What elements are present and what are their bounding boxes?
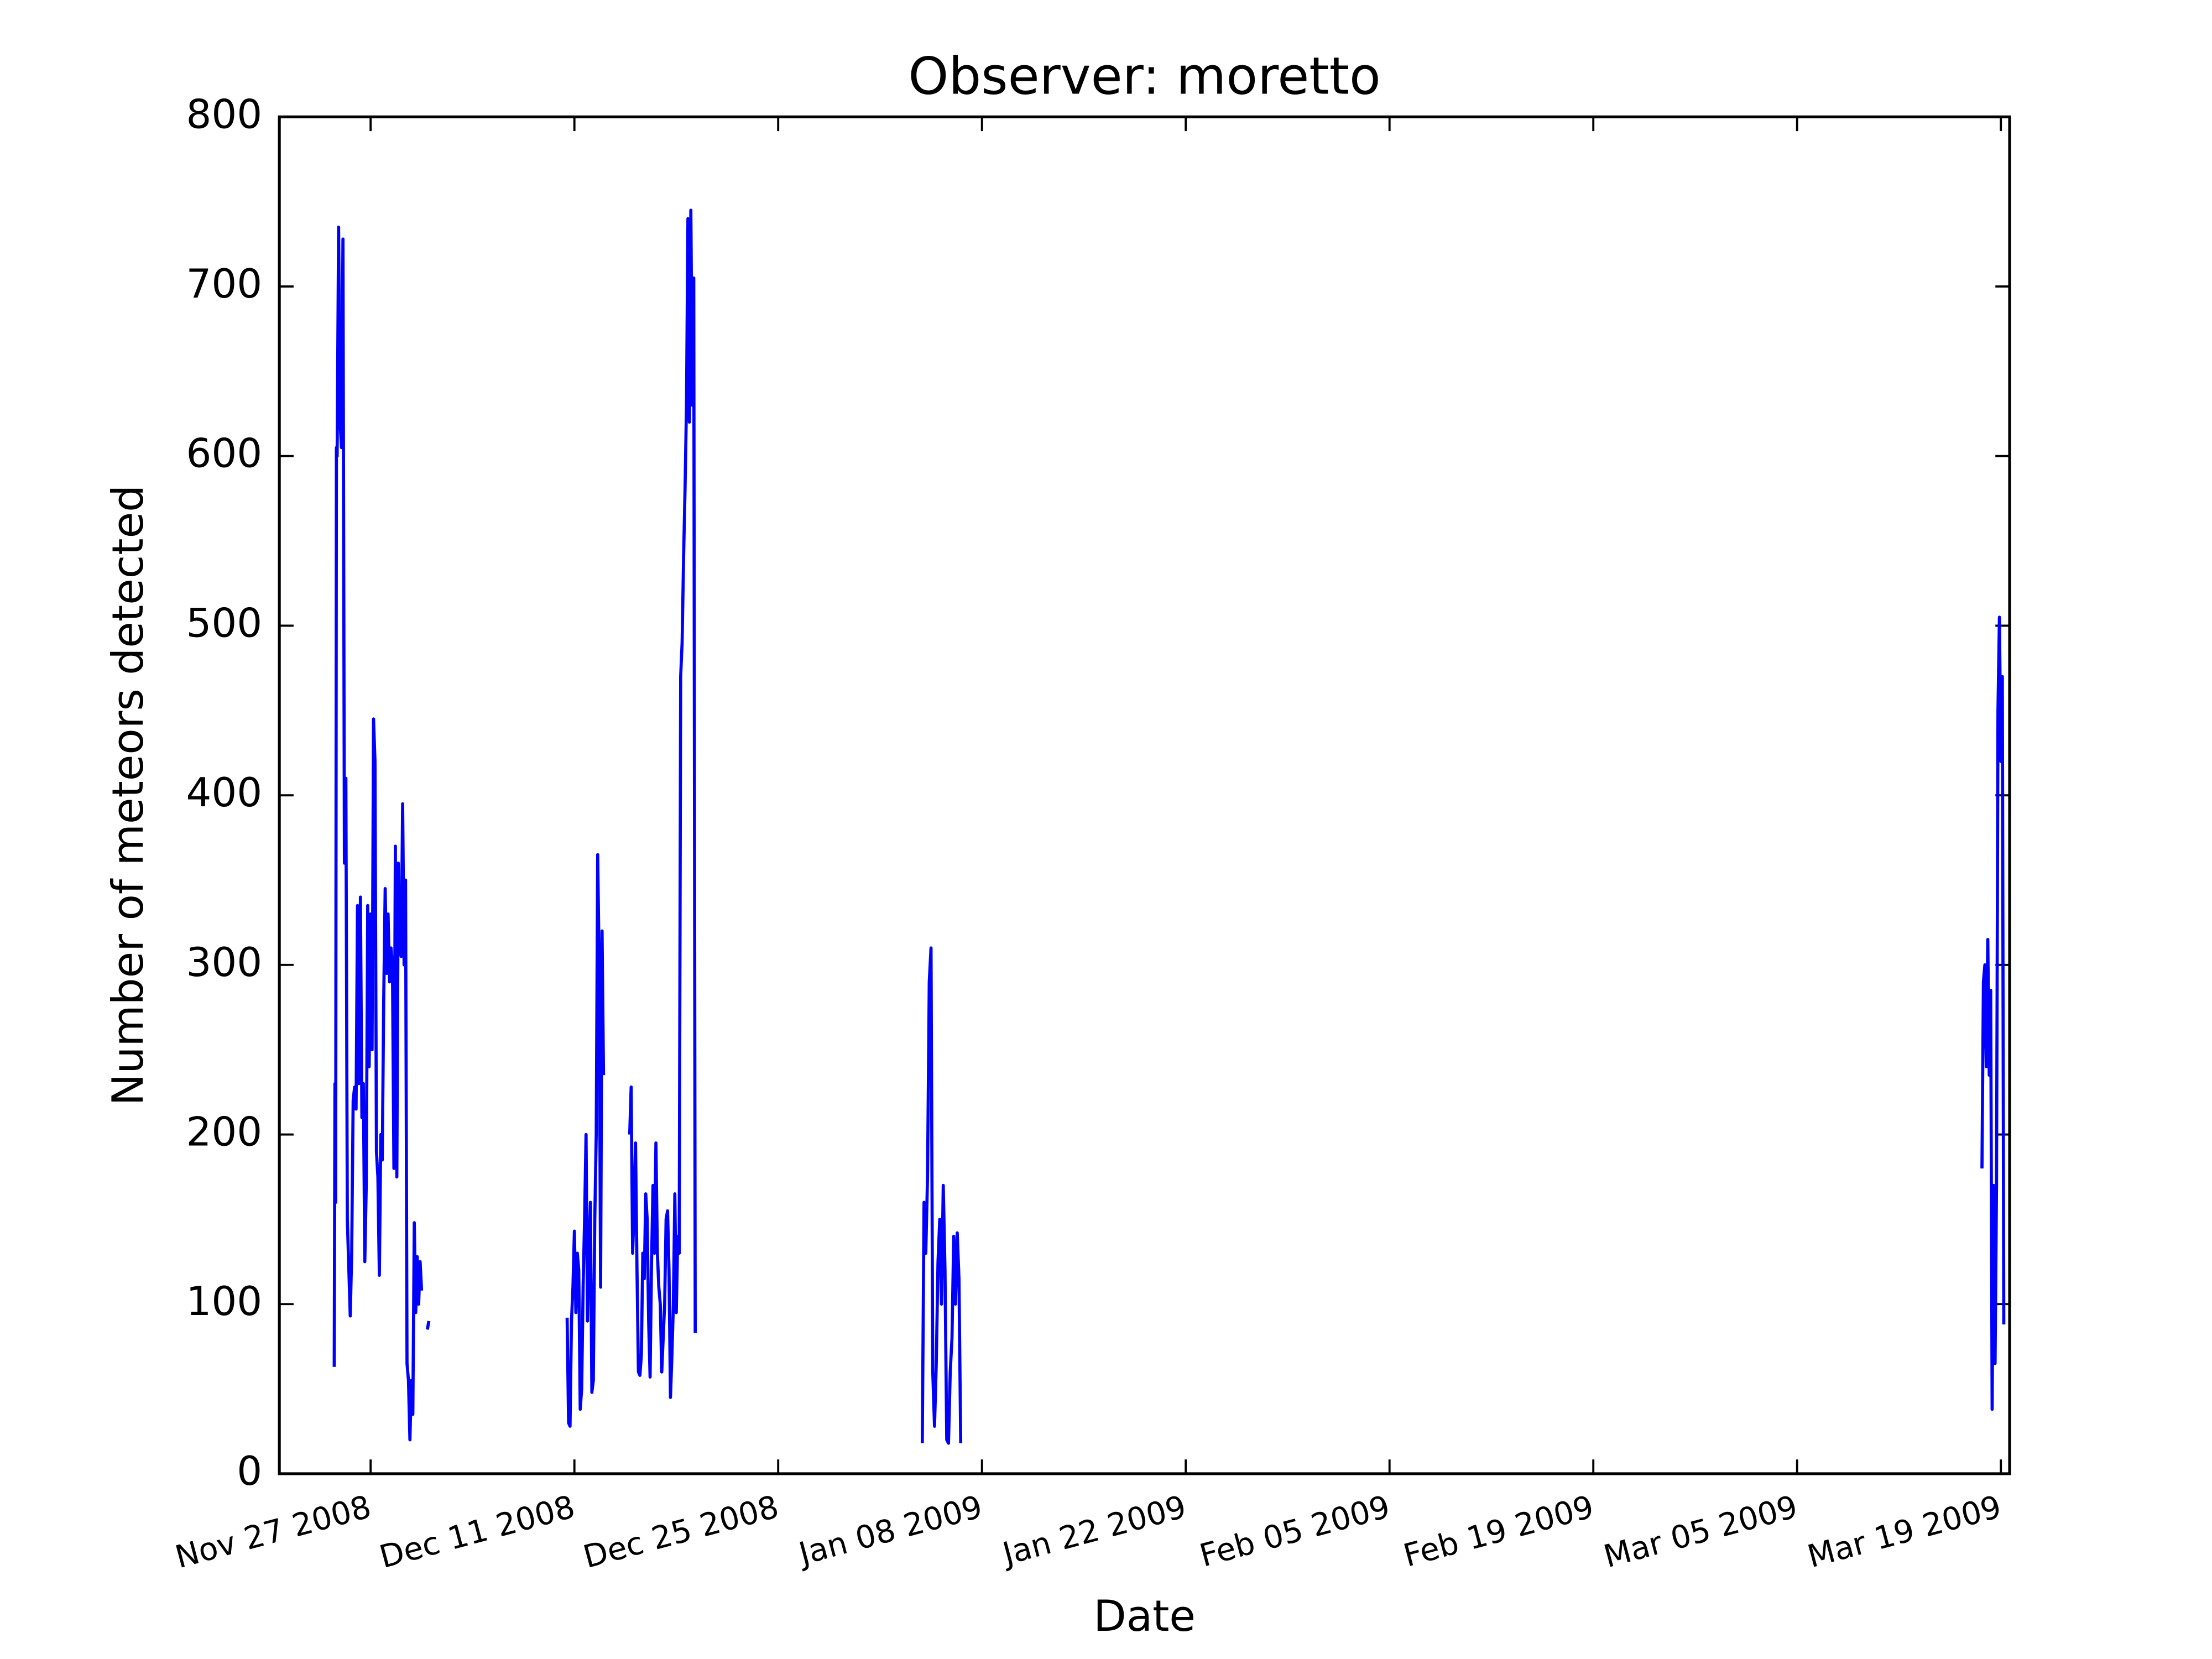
- chart-title: Observer: moretto: [908, 46, 1380, 106]
- y-axis-label: Number of meteors detected: [103, 485, 153, 1106]
- data-line: [332, 208, 2006, 1445]
- y-tick-label: 400: [186, 770, 262, 816]
- y-tick-label: 700: [186, 261, 262, 307]
- y-tick-label: 0: [237, 1448, 262, 1495]
- y-tick-label: 300: [186, 940, 262, 986]
- y-tick-label: 600: [186, 431, 262, 477]
- y-tick-label: 100: [186, 1279, 262, 1325]
- y-tick-label: 200: [186, 1109, 262, 1156]
- y-tick-label: 500: [186, 600, 262, 646]
- x-axis-label: Date: [1093, 1592, 1196, 1641]
- plot-frame: [278, 115, 2011, 1475]
- y-tick-label: 800: [186, 91, 262, 138]
